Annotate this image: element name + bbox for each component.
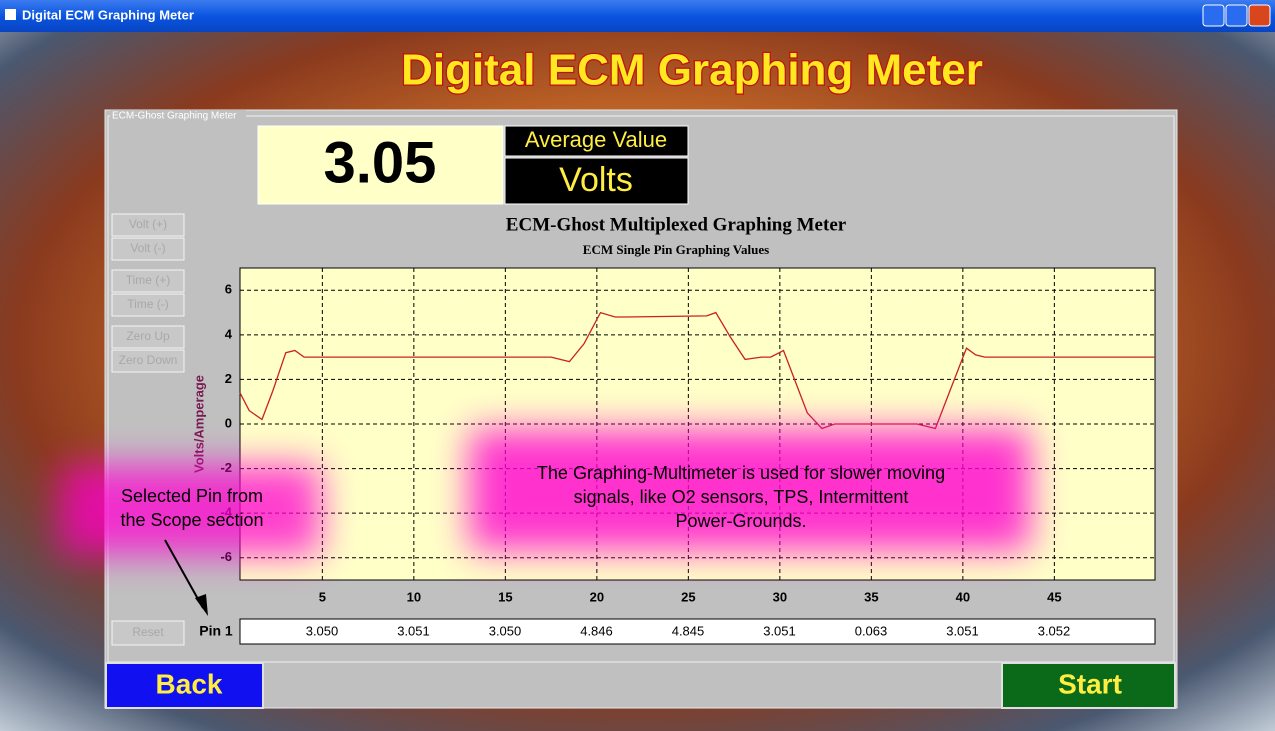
x-tick-label: 40 <box>956 589 970 604</box>
x-tick-label: 10 <box>407 589 421 604</box>
x-tick-label: 15 <box>498 589 512 604</box>
data-line <box>239 311 1155 430</box>
x-tick-label: 45 <box>1047 589 1061 604</box>
pin-reading: 0.063 <box>855 623 888 638</box>
back-button[interactable] <box>105 662 264 709</box>
maximize-button[interactable] <box>1225 4 1248 27</box>
side-button[interactable] <box>111 349 185 373</box>
y-tick-label: 2 <box>225 371 232 386</box>
units-box <box>504 157 689 205</box>
start-button[interactable] <box>1001 662 1176 709</box>
chart-title: ECM-Ghost Multiplexed Graphing Meter <box>506 214 847 235</box>
title-bar <box>0 0 1275 32</box>
readout-box <box>257 125 504 205</box>
group-label-bg <box>110 110 246 122</box>
pin-reading: 3.051 <box>946 623 979 638</box>
pin-reading: 4.846 <box>580 623 613 638</box>
x-tick-label: 5 <box>319 589 326 604</box>
side-button[interactable] <box>111 325 185 349</box>
caption-box <box>504 125 689 157</box>
annotation-glow <box>60 465 320 555</box>
side-button[interactable] <box>111 237 185 261</box>
header-title: Digital ECM Graphing Meter <box>401 46 983 95</box>
x-tick-label: 35 <box>864 589 878 604</box>
app-icon <box>5 9 16 20</box>
y-tick-label: -6 <box>220 549 232 564</box>
readout-caption: Average Value <box>525 127 667 152</box>
side-button-label: Time (+) <box>126 273 171 287</box>
group-box <box>107 115 1175 663</box>
side-button-label: Zero Down <box>119 353 178 367</box>
x-tick-label: 30 <box>773 589 787 604</box>
close-button[interactable] <box>1248 4 1271 27</box>
annotation-text: Power-Grounds. <box>675 511 806 531</box>
arrow-head <box>195 594 208 616</box>
minimize-button[interactable] <box>1202 4 1225 27</box>
reset-button[interactable] <box>111 620 185 646</box>
pin-label: Pin 1 <box>199 623 233 639</box>
annotation-text: The Graphing-Multimeter is used for slow… <box>537 463 945 483</box>
window-title: Digital ECM Graphing Meter <box>22 7 194 22</box>
group-label: ECM-Ghost Graphing Meter <box>112 111 237 122</box>
pin-reading: 3.050 <box>489 623 522 638</box>
readout-value: 3.05 <box>324 130 437 195</box>
readout-units: Volts <box>559 161 633 199</box>
reset-label: Reset <box>132 625 164 639</box>
pin-reading: 3.052 <box>1038 623 1071 638</box>
annotation-text: signals, like O2 sensors, TPS, Intermitt… <box>574 487 909 507</box>
chart-subtitle: ECM Single Pin Graphing Values <box>583 242 769 257</box>
side-button[interactable] <box>111 213 185 237</box>
x-tick-label: 20 <box>590 589 604 604</box>
y-tick-label: 0 <box>225 415 232 430</box>
pin-reading: 3.051 <box>397 623 430 638</box>
annotation-text: Selected Pin from <box>121 486 263 506</box>
side-button-label: Time (-) <box>127 297 169 311</box>
side-button[interactable] <box>111 293 185 317</box>
pin-reading: 3.051 <box>763 623 796 638</box>
side-button[interactable] <box>111 269 185 293</box>
pin-reading: 3.050 <box>306 623 339 638</box>
annotation-glow <box>470 430 1030 550</box>
x-tick-label: 25 <box>681 589 695 604</box>
side-button-label: Volt (+) <box>129 217 167 231</box>
y-axis-label: Volts/Amperage <box>191 375 206 473</box>
arrow <box>164 539 204 609</box>
side-button-label: Zero Up <box>126 329 170 343</box>
y-tick-label: 4 <box>225 326 233 341</box>
start-label: Start <box>1058 668 1122 699</box>
readings-row <box>239 618 1156 645</box>
back-label: Back <box>156 668 223 699</box>
pin-reading: 4.845 <box>672 623 705 638</box>
side-button-label: Volt (-) <box>130 241 165 255</box>
annotation-text: the Scope section <box>120 510 263 530</box>
y-tick-label: 6 <box>225 282 232 297</box>
